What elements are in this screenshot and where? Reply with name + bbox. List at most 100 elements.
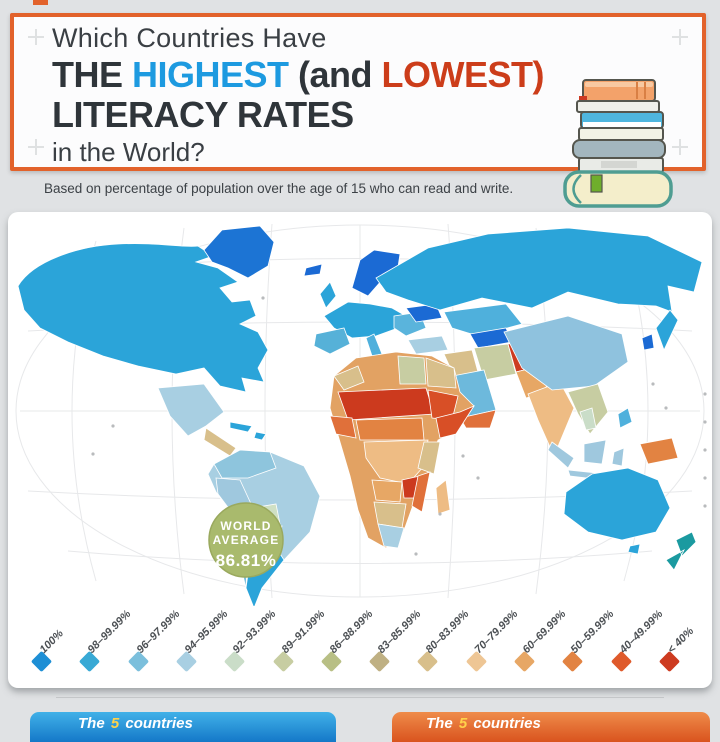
region-madagascar — [435, 479, 451, 515]
title-line-3: LITERACY RATES — [52, 94, 354, 135]
world-choropleth-map: WORLD AVERAGE 86.81% — [15, 223, 707, 606]
world-average-badge: WORLD AVERAGE 86.81% — [208, 502, 284, 578]
map-panel: WORLD AVERAGE 86.81% 100% 98–99.99% 96–97.… — [8, 212, 712, 688]
legend-swatch — [658, 650, 680, 673]
legend-swatch — [127, 650, 149, 673]
map-regions — [17, 225, 703, 606]
region-libya — [397, 355, 427, 385]
page-corner-accent — [33, 0, 48, 5]
legend-label: 60–69.99% — [520, 608, 569, 656]
legend-item: 86–88.99% — [320, 608, 375, 673]
region-central-america — [203, 427, 237, 457]
lowest-countries-bar: The 5 countries — [392, 712, 710, 742]
region-russia — [375, 227, 703, 313]
legend-swatch — [320, 650, 342, 673]
legend-swatch — [513, 650, 536, 673]
legend-swatch — [417, 650, 439, 673]
legend-swatch — [562, 650, 584, 673]
subtitle: Based on percentage of population over t… — [44, 181, 514, 196]
region-australia — [563, 467, 671, 555]
region-japan — [655, 309, 679, 352]
region-uk — [319, 281, 337, 309]
legend-item: 89–91.99% — [272, 608, 327, 673]
legend-label: 100% — [37, 627, 66, 656]
region-north-america — [17, 243, 269, 393]
world-average-label-2: AVERAGE — [213, 533, 280, 547]
legend-label: 83–85.99% — [375, 608, 424, 656]
title-line-4: in the World? — [52, 137, 205, 167]
region-nigeria — [355, 417, 425, 441]
crop-mark-icon — [672, 139, 688, 155]
highest-countries-bar: The 5 countries — [30, 712, 336, 742]
region-philippines — [617, 407, 633, 429]
footer-divider — [56, 697, 664, 698]
small-island-dots — [91, 296, 707, 556]
world-average-label-1: WORLD — [220, 519, 271, 533]
region-thailand — [579, 407, 597, 431]
region-korea — [641, 333, 655, 351]
legend-item: 40–49.99% — [610, 608, 665, 673]
legend-swatch — [465, 650, 487, 673]
legend-label: 80–83.99% — [423, 608, 472, 656]
legend-item: 94–95.99% — [175, 608, 230, 673]
legend-item: 98–99.99% — [79, 608, 134, 673]
legend-swatch — [79, 650, 101, 673]
region-horn-of-africa — [435, 405, 476, 439]
title-the: THE — [52, 54, 133, 95]
region-italy — [365, 333, 383, 357]
legend-label: 50–59.99% — [568, 608, 617, 656]
title-highest: HIGHEST — [132, 54, 289, 95]
region-south-africa — [377, 523, 405, 549]
legend-item: 96–97.99% — [127, 608, 182, 673]
legend-item: < 40% — [658, 625, 696, 673]
crop-mark-icon — [28, 29, 44, 45]
title-and: (and — [288, 54, 382, 95]
world-average-circle — [208, 502, 284, 578]
legend-swatch — [175, 650, 197, 673]
lowest-bar-label: The 5 countries — [426, 715, 541, 732]
region-iceland — [303, 263, 323, 277]
infographic-page: { "colors":{"accent_orange":"#e2622b","t… — [8, 0, 712, 742]
region-turkey — [407, 335, 449, 355]
legend-label: 92–93.99% — [230, 608, 279, 656]
legend-swatch — [368, 650, 391, 673]
region-indonesia — [547, 439, 625, 481]
legend-item: 70–79.99% — [465, 608, 520, 673]
legend-label: 98–99.99% — [85, 608, 134, 656]
crop-mark-icon — [672, 29, 688, 45]
legend-item: 60–69.99% — [513, 608, 568, 673]
page-title: Which Countries Have THE HIGHEST (and LO… — [52, 21, 545, 169]
legend-item: 100% — [30, 628, 66, 673]
legend-label: 96–97.99% — [134, 608, 182, 656]
legend-swatch — [224, 650, 246, 673]
region-morocco — [333, 365, 365, 391]
region-iberia — [313, 327, 351, 355]
region-caribbean — [229, 421, 267, 441]
title-line-1: Which Countries Have — [52, 23, 327, 53]
title-lowest: LOWEST) — [381, 54, 545, 95]
legend-item: 50–59.99% — [562, 608, 617, 673]
region-east-africa — [417, 441, 441, 475]
legend-swatch — [30, 650, 53, 673]
legend-label: 40–49.99% — [617, 608, 665, 656]
region-papua-new-guinea — [639, 437, 679, 465]
legend-swatch — [610, 650, 632, 673]
region-greenland — [203, 225, 275, 279]
title-line-2: THE HIGHEST (and LOWEST) — [52, 54, 545, 95]
region-angola — [371, 479, 403, 503]
legend-item: 92–93.99% — [224, 608, 279, 673]
legend-label: 86–88.99% — [327, 608, 376, 656]
legend-label: 94–95.99% — [182, 608, 231, 656]
region-yemen — [459, 409, 497, 429]
highest-bar-label: The 5 countries — [78, 715, 193, 732]
region-mexico — [157, 383, 225, 437]
region-mozambique — [411, 471, 431, 513]
legend-label: 89–91.99% — [279, 608, 327, 656]
world-average-value: 86.81% — [216, 551, 277, 570]
books-stack-illustration — [563, 79, 673, 208]
region-west-africa — [329, 415, 357, 439]
region-egypt — [425, 357, 457, 389]
legend-label: < 40% — [665, 625, 697, 656]
legend-item: 80–83.99% — [417, 608, 472, 673]
legend-item: 83–85.99% — [368, 608, 423, 673]
